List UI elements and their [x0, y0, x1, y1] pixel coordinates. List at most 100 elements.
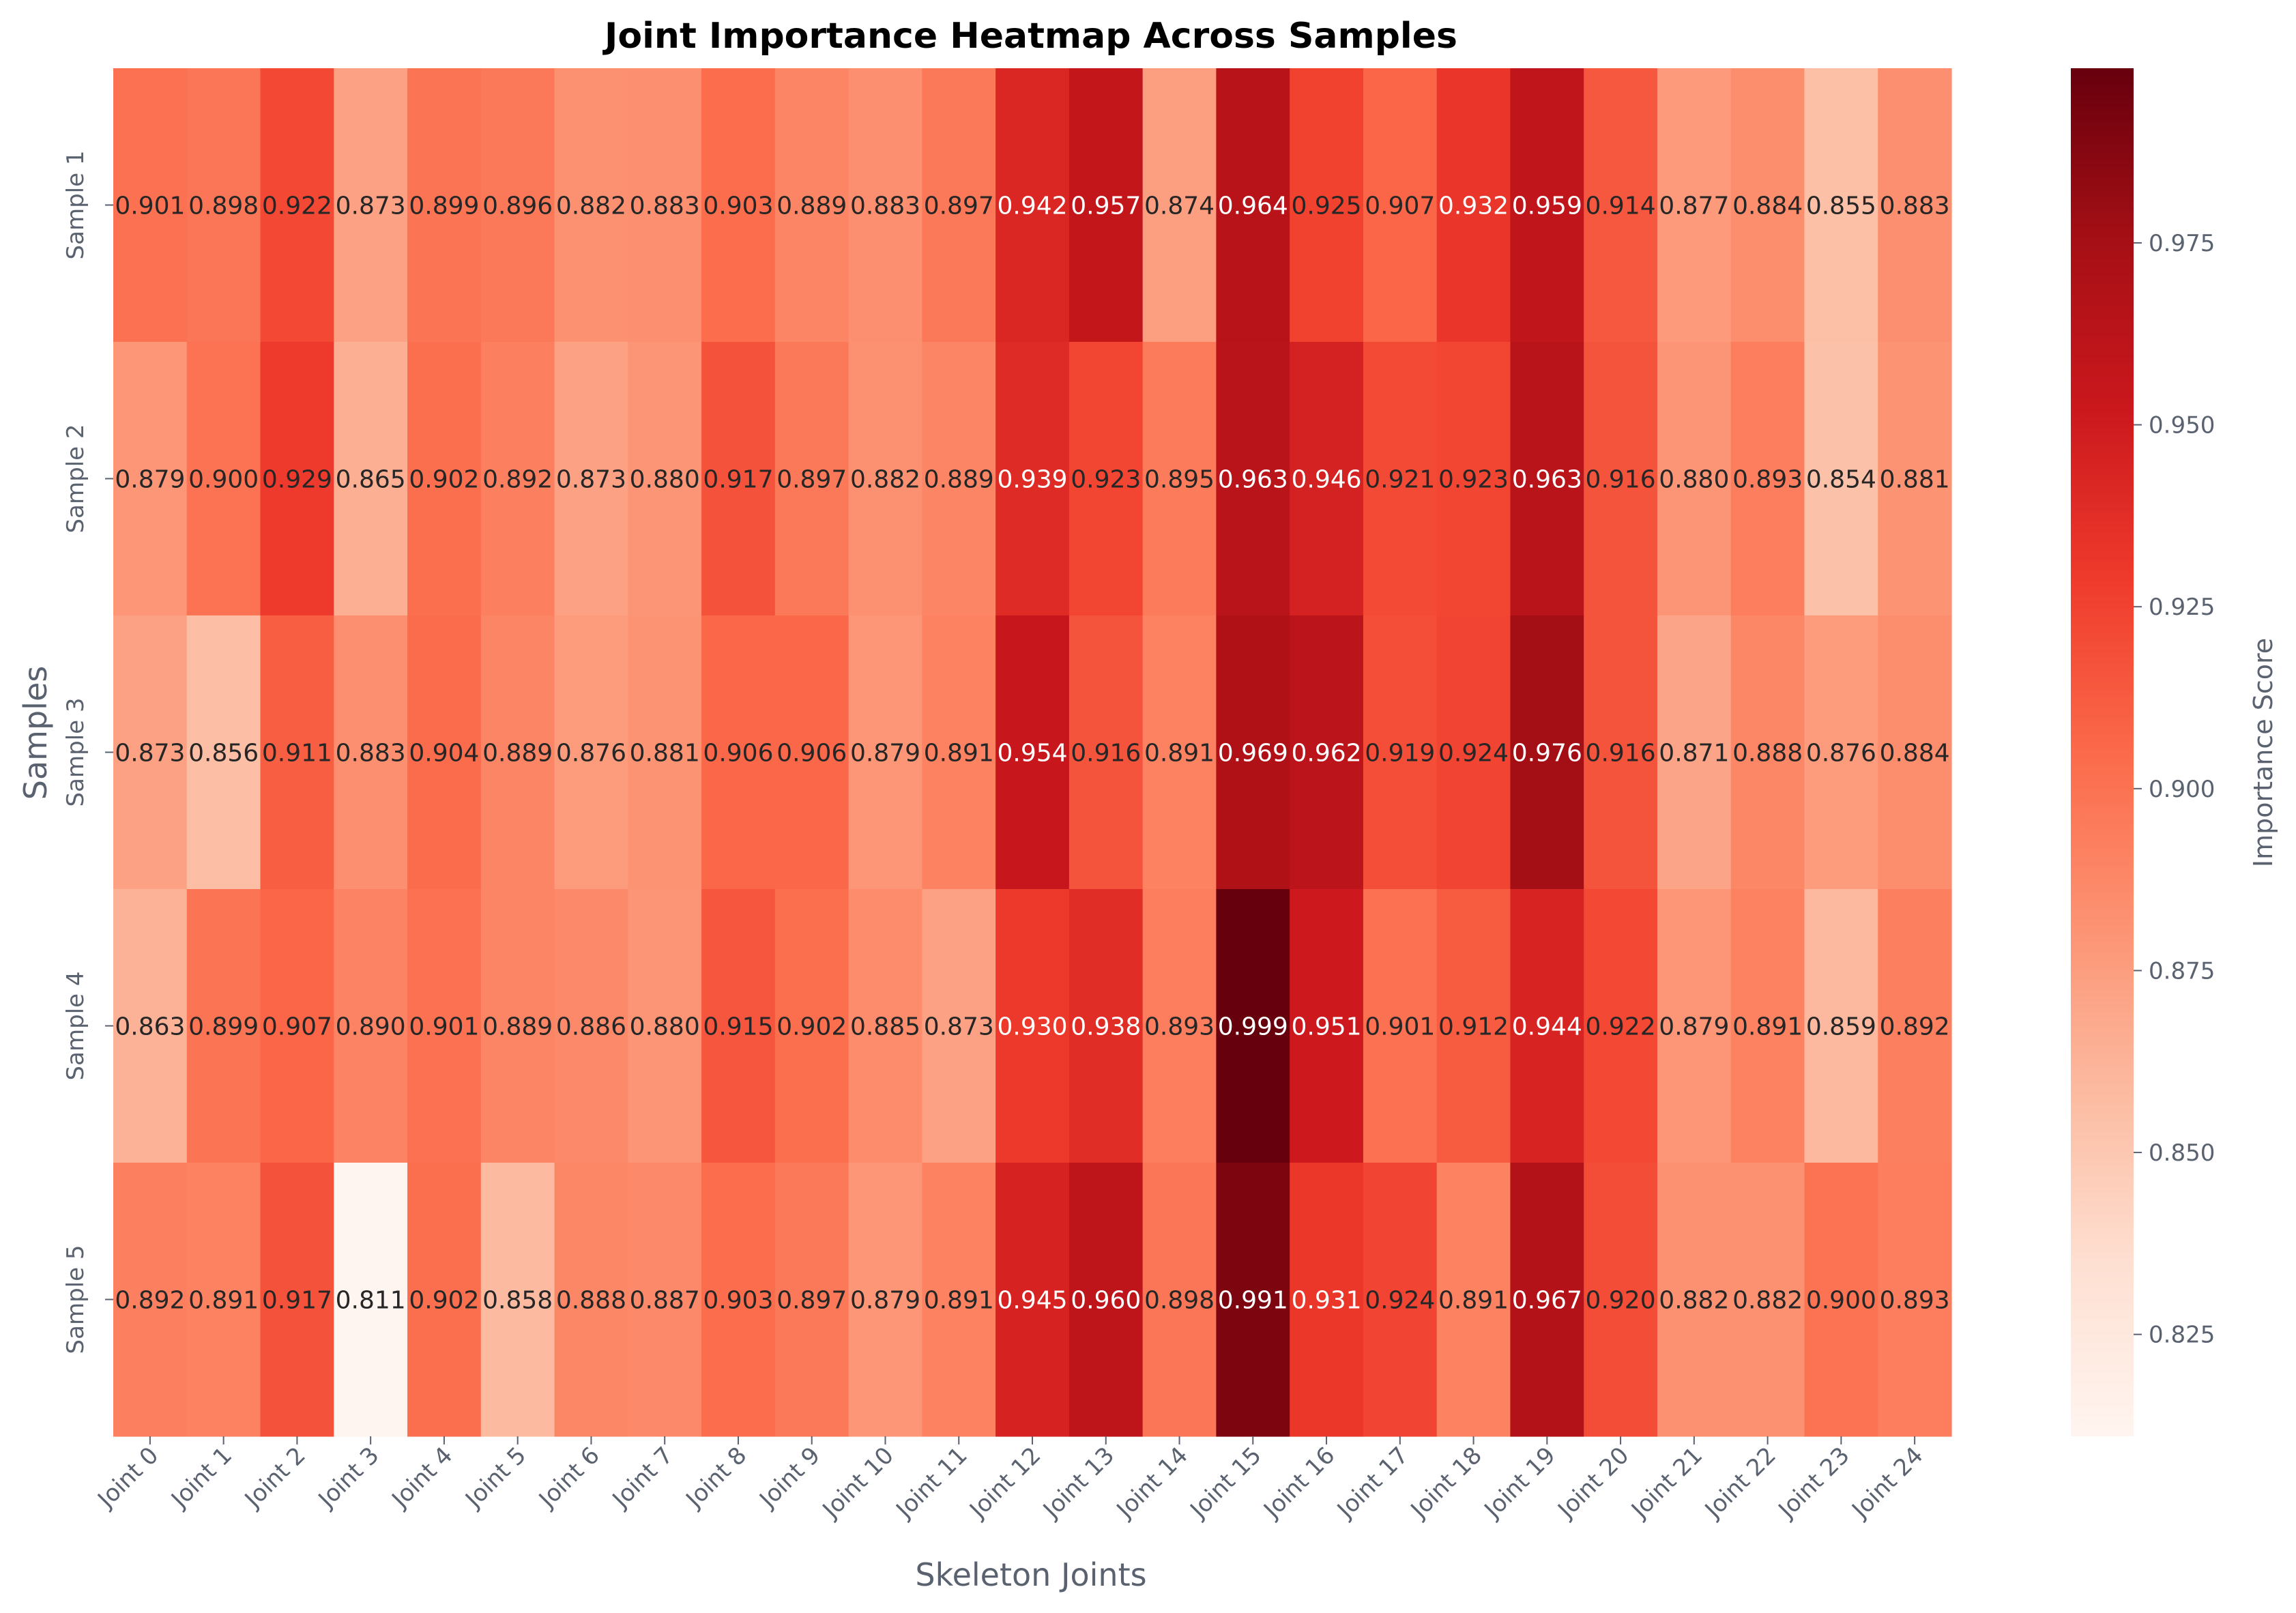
heatmap-cell [628, 889, 702, 1163]
cell-value-label: 0.916 [1071, 740, 1141, 768]
heatmap-cell [113, 1163, 188, 1437]
cell-value-label: 0.931 [1292, 1287, 1362, 1315]
cell-value-label: 0.892 [1880, 1013, 1950, 1041]
heatmap-cell [628, 1163, 702, 1437]
heatmap-cell [1730, 889, 1805, 1163]
cell-value-label: 0.917 [703, 466, 773, 494]
heatmap-cell [1730, 342, 1805, 616]
colorbar-ticks: 0.825 0.850 0.875 0.900 0.925 0.950 0.975 [2134, 230, 2215, 1349]
cell-value-label: 0.879 [850, 1287, 920, 1315]
cell-value-label: 0.856 [188, 740, 259, 768]
cell-value-label: 0.883 [630, 192, 700, 220]
colorbar-label: Importance Score [2248, 638, 2278, 867]
heatmap-cell [334, 1163, 408, 1437]
cell-value-label: 0.906 [703, 740, 773, 768]
y-tick-label: Sample 1 [62, 151, 89, 260]
heatmap-cell [480, 68, 555, 343]
cell-value-label: 0.884 [1880, 740, 1950, 768]
x-tick-label: Joint 18 [1405, 1442, 1487, 1524]
heatmap-cell [1730, 68, 1805, 343]
cell-value-label: 0.907 [262, 1013, 332, 1041]
cell-value-label: 0.951 [1292, 1013, 1362, 1041]
x-tick-label: Joint 12 [963, 1442, 1046, 1524]
x-tick-label: Joint 10 [817, 1442, 899, 1524]
heatmap-cell [1657, 342, 1732, 616]
heatmap-cell [407, 1163, 482, 1437]
x-tick-label: Joint 22 [1699, 1442, 1782, 1524]
heatmap-cell [480, 342, 555, 616]
heatmap-cell [628, 615, 702, 890]
cell-value-label: 0.883 [336, 740, 406, 768]
heatmap-cell [186, 615, 261, 890]
heatmap-cell [1290, 1163, 1364, 1437]
cell-value-label: 0.914 [1586, 192, 1656, 220]
cell-value-label: 0.879 [850, 740, 920, 768]
heatmap-cell [1290, 889, 1364, 1163]
cell-value-label: 0.917 [262, 1287, 332, 1315]
x-tick-label: Joint 3 [313, 1442, 385, 1514]
heatmap-cell [1804, 889, 1878, 1163]
heatmap-cell [334, 342, 408, 616]
cell-value-label: 0.944 [1512, 1013, 1582, 1041]
heatmap-cell [1290, 342, 1364, 616]
cell-value-label: 0.811 [336, 1287, 406, 1315]
heatmap-cell [554, 615, 628, 890]
heatmap-cell [1216, 615, 1290, 890]
cell-value-label: 0.858 [482, 1287, 553, 1315]
cell-value-label: 0.899 [188, 1013, 259, 1041]
cell-value-label: 0.873 [115, 740, 185, 768]
cell-value-label: 0.924 [1438, 740, 1509, 768]
cell-value-label: 0.879 [115, 466, 185, 494]
cell-value-label: 0.922 [262, 192, 332, 220]
cell-value-label: 0.865 [336, 466, 406, 494]
cell-value-label: 0.903 [703, 192, 773, 220]
cell-value-label: 0.886 [556, 1013, 626, 1041]
colorbar [2071, 68, 2134, 1436]
cell-value-label: 0.891 [924, 1287, 994, 1315]
cell-value-label: 0.873 [336, 192, 406, 220]
heatmap-cell [1216, 1163, 1290, 1437]
x-tick-label: Joint 14 [1111, 1442, 1193, 1524]
heatmap-cell [1436, 342, 1511, 616]
heatmap-cell [260, 615, 334, 890]
cell-value-label: 0.876 [1806, 740, 1876, 768]
heatmap-cell [260, 68, 334, 343]
cell-value-label: 0.897 [924, 192, 994, 220]
colorbar-tick-label: 0.875 [2149, 957, 2215, 985]
heatmap-cell [1510, 68, 1584, 343]
heatmap-cell [407, 342, 482, 616]
heatmap-cell [774, 1163, 849, 1437]
heatmap-cell [1216, 342, 1290, 616]
cell-value-label: 0.874 [1144, 192, 1215, 220]
heatmap-cell [1878, 889, 1952, 1163]
cell-value-label: 0.881 [630, 740, 700, 768]
heatmap-cell [1510, 1163, 1584, 1437]
heatmap-cell [186, 889, 261, 1163]
cell-value-label: 0.923 [1438, 466, 1509, 494]
heatmap-cell [701, 68, 776, 343]
heatmap-cell [1363, 615, 1438, 890]
cell-value-label: 0.960 [1071, 1287, 1141, 1315]
cell-value-label: 0.887 [630, 1287, 700, 1315]
cell-value-label: 0.888 [556, 1287, 626, 1315]
x-tick-label: Joint 23 [1773, 1442, 1855, 1524]
cell-value-label: 0.922 [1586, 1013, 1656, 1041]
cell-value-label: 0.854 [1806, 466, 1876, 494]
cell-value-label: 0.945 [997, 1287, 1067, 1315]
cell-value-label: 0.882 [1732, 1287, 1803, 1315]
heatmap-cell [334, 68, 408, 343]
heatmap-cell [774, 889, 849, 1163]
heatmap-cell [1436, 1163, 1511, 1437]
heatmap-cell [480, 1163, 555, 1437]
heatmap-cell [1804, 68, 1878, 343]
cell-value-label: 0.963 [1512, 466, 1582, 494]
x-tick-label: Joint 5 [459, 1442, 532, 1514]
x-tick-label: Joint 20 [1552, 1442, 1634, 1524]
cell-value-label: 0.889 [482, 740, 553, 768]
heatmap-cell [554, 889, 628, 1163]
cell-value-label: 0.882 [1659, 1287, 1729, 1315]
cell-value-label: 0.942 [997, 192, 1067, 220]
heatmap-cell [774, 342, 849, 616]
heatmap-cell [113, 68, 188, 343]
